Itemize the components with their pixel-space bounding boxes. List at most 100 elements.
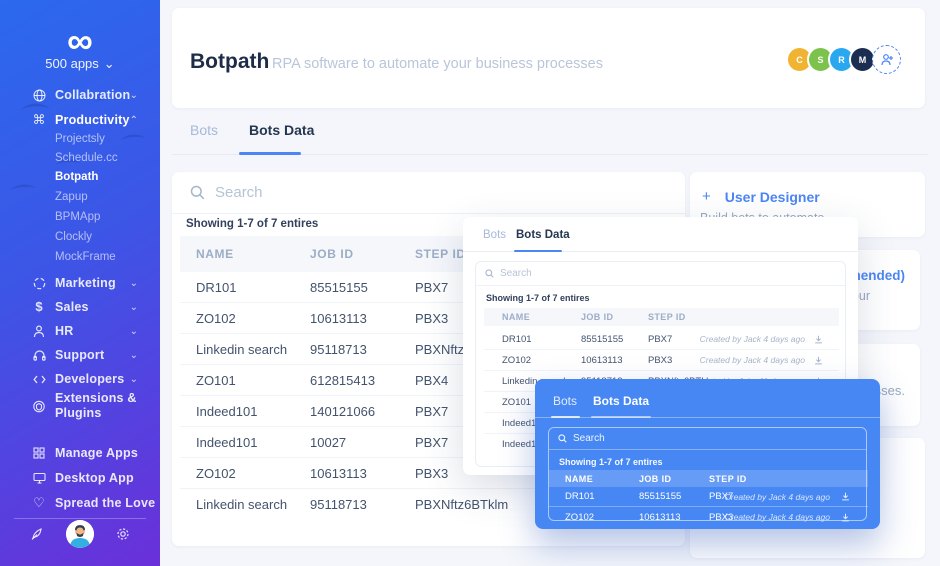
sidebar-item-label: Sales: [55, 300, 89, 314]
sidebar-item-developers[interactable]: Developers ⌄: [0, 368, 160, 390]
cell-name: ZO102: [565, 511, 595, 523]
table-panel: Showing 1-7 of 7 entires NAME JOB ID STE…: [548, 427, 868, 523]
tab-bots-underline: [551, 416, 580, 418]
column-header-job-id: JOB ID: [581, 312, 614, 322]
sidebar-item-productivity[interactable]: ⌘ Productivity ⌃: [0, 109, 160, 131]
sidebar-item-desktop-app[interactable]: Desktop App: [0, 467, 160, 489]
sidebar-subitem-projectsly[interactable]: Projectsly: [55, 133, 105, 145]
gear-icon[interactable]: [116, 527, 130, 541]
cell-created-by: Created by Jack 4 days ago: [724, 512, 830, 522]
column-header-name: NAME: [196, 247, 234, 261]
cell-job-id: 95118713: [310, 497, 367, 512]
search-input[interactable]: [573, 433, 764, 444]
page-title: Botpath: [190, 50, 270, 73]
sidebar-item-label: Collabration: [55, 88, 131, 102]
table-row[interactable]: DR101 85515155 PBX7 Created by Jack 4 da…: [549, 487, 868, 507]
sidebar-subitem-schedulecc[interactable]: Schedule.cc: [55, 152, 118, 164]
sidebar-item-marketing[interactable]: Marketing ⌄: [0, 272, 160, 294]
showing-entries-text: Showing 1-7 of 7 entires: [186, 218, 319, 230]
sidebar-item-sales[interactable]: $ Sales ⌄: [0, 296, 160, 318]
cell-job-id: 85515155: [581, 333, 624, 345]
chevron-up-icon: ⌃: [129, 114, 138, 126]
cell-name: Linkedin search: [196, 497, 288, 512]
table-row[interactable]: Indeed101: [484, 434, 839, 455]
tabs-divider: [463, 251, 858, 252]
table-row[interactable]: DR101 85515155 PBX7 Created by Jack 4 da…: [484, 329, 839, 350]
tab-bots[interactable]: Bots: [553, 394, 578, 408]
globe-icon: [32, 89, 46, 102]
person-icon: [32, 324, 46, 338]
app-header-card: Botpath RPA software to automate your bu…: [172, 8, 925, 108]
search-input[interactable]: [500, 268, 722, 279]
cell-job-id: 10613113: [310, 310, 367, 326]
tab-bots[interactable]: Bots: [190, 122, 219, 138]
search-bar: [549, 428, 866, 450]
sidebar-item-label: Spread the Love: [55, 496, 156, 510]
sidebar-item-label: Marketing: [55, 276, 116, 290]
search-input[interactable]: [215, 184, 575, 201]
apps-switcher[interactable]: 500 apps ⌄: [0, 56, 160, 72]
table-row[interactable]: ZO102 10613113 PBX3 Created by Jack 4 da…: [549, 507, 868, 527]
sidebar-item-manage-apps[interactable]: Manage Apps: [0, 442, 160, 464]
cell-name: DR101: [502, 333, 532, 345]
column-header-job-id: JOB ID: [310, 247, 354, 261]
cell-step-id: PBX7: [709, 491, 734, 502]
showing-entries-text: Showing 1-7 of 7 entires: [559, 457, 663, 467]
cell-step-id: PBX3: [415, 465, 449, 481]
cell-name: Indeed101: [196, 434, 258, 450]
user-designer-button[interactable]: + User Designer: [702, 188, 820, 205]
sidebar-subitem-bpmapp[interactable]: BPMApp: [55, 211, 101, 223]
apps-switcher-label: 500 apps: [45, 56, 99, 71]
chevron-down-icon: ⌄: [129, 89, 138, 101]
sidebar-item-support[interactable]: Support ⌄: [0, 344, 160, 366]
tab-bots[interactable]: Bots: [483, 229, 507, 241]
sidebar-subitem-clockly[interactable]: Clockly: [55, 231, 93, 243]
download-icon[interactable]: [841, 492, 850, 501]
sidebar-subitem-botpath[interactable]: Botpath: [55, 171, 99, 183]
download-icon[interactable]: [814, 335, 823, 344]
column-header-step-id: STEP ID: [648, 312, 686, 322]
search-bar: [476, 262, 845, 286]
column-header-name: NAME: [565, 473, 594, 484]
headset-icon: [32, 349, 46, 362]
add-user-button[interactable]: [872, 45, 901, 74]
infinity-logo: ∞: [67, 20, 93, 61]
download-icon[interactable]: [841, 513, 850, 522]
sidebar-item-collabration[interactable]: Collabration ⌄: [0, 84, 160, 106]
active-tab-underline: [591, 416, 651, 418]
sidebar-item-hr[interactable]: HR ⌄: [0, 320, 160, 342]
cell-name: Indeed101: [196, 403, 258, 419]
quill-icon[interactable]: [30, 527, 44, 541]
column-header-step-id: STEP ID: [709, 473, 747, 484]
tab-bots-data[interactable]: Bots Data: [516, 229, 570, 241]
sidebar-subitem-mockframe[interactable]: MockFrame: [55, 251, 116, 263]
tab-bots-data[interactable]: Bots Data: [593, 394, 650, 408]
cell-created-by: Created by Jack 4 days ago: [699, 334, 805, 344]
page-subtitle: RPA software to automate your business p…: [272, 56, 603, 72]
sidebar-item-label: Desktop App: [55, 471, 134, 485]
heart-icon: ♡: [33, 495, 45, 510]
table-row[interactable]: ZO102 10613113 PBX3 Created by Jack 4 da…: [484, 350, 839, 371]
cell-step-id: PBX4: [415, 372, 449, 388]
cell-step-id: PBX7: [415, 403, 449, 419]
code-icon: [32, 374, 46, 385]
tabs-divider: [172, 154, 928, 155]
cell-job-id: 140121066: [310, 403, 376, 419]
plus-icon: +: [702, 188, 711, 205]
sidebar-item-spread-the-love[interactable]: ♡ Spread the Love: [0, 492, 160, 514]
tab-bots-data[interactable]: Bots Data: [249, 122, 315, 138]
cell-step-id: PBX3: [648, 354, 673, 366]
sidebar-item-label: Extensions & Plugins: [55, 391, 137, 420]
download-icon[interactable]: [814, 356, 823, 365]
sidebar-item-label: HR: [55, 324, 74, 338]
cell-name: ZO102: [502, 354, 532, 366]
cell-step-id: PBXNftz6BTklm: [415, 497, 509, 512]
cell-step-id: PBX7: [648, 333, 673, 345]
user-avatar[interactable]: [66, 520, 94, 548]
sidebar-item-label: Productivity: [55, 113, 130, 127]
sidebar-subitem-zapup[interactable]: Zapup: [55, 191, 88, 203]
cell-name: Indeed101: [502, 439, 547, 450]
active-tab-underline: [239, 152, 301, 155]
sidebar-item-extensions-plugins[interactable]: Extensions & Plugins: [0, 388, 160, 424]
target-icon: [32, 277, 46, 290]
